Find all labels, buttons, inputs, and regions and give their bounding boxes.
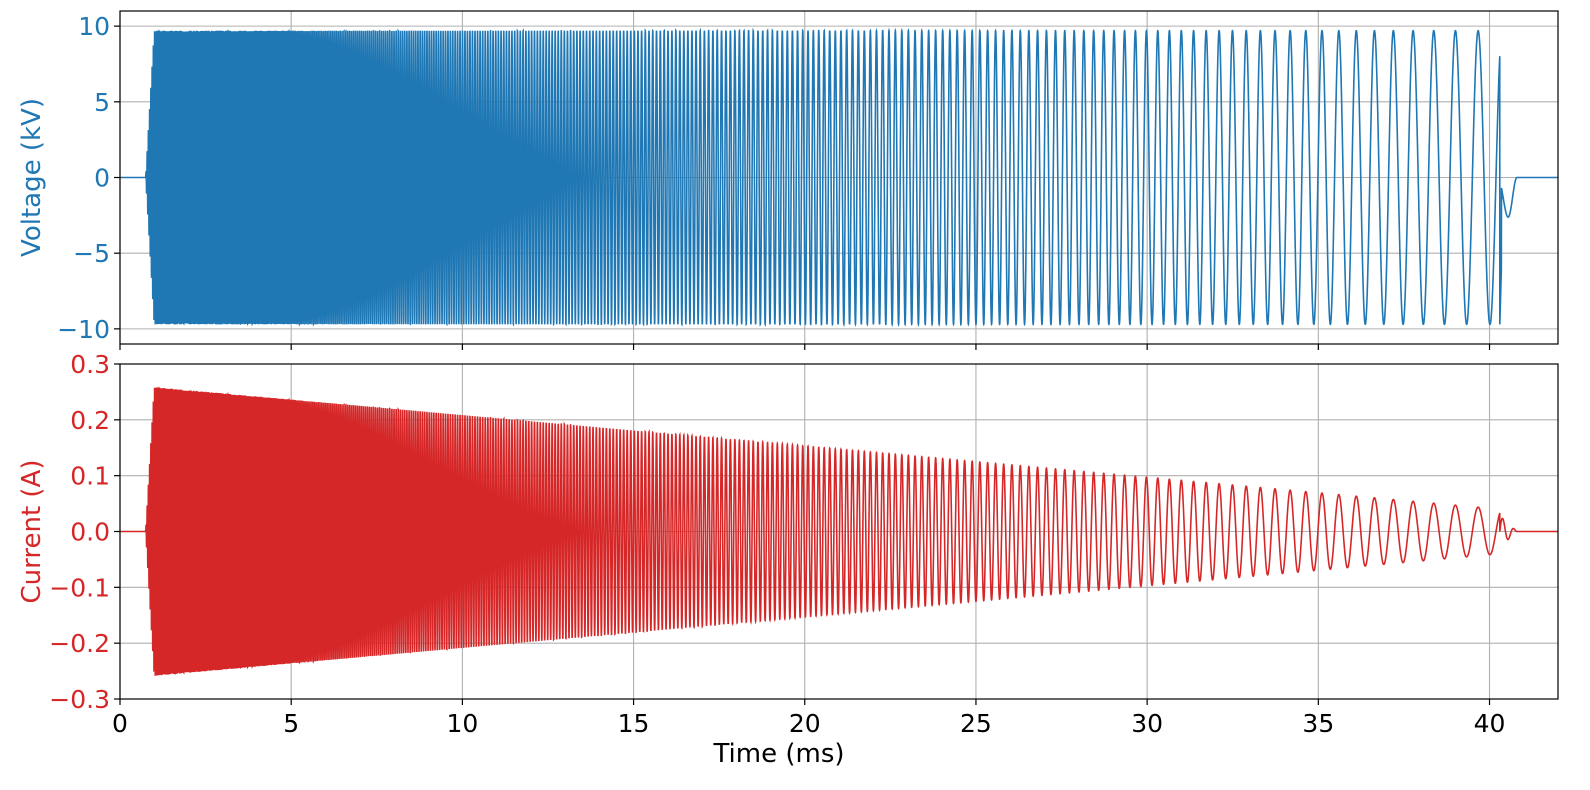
- x-tick-label: 5: [283, 709, 299, 738]
- x-tick-label: 10: [446, 709, 478, 738]
- current-series-line: [120, 386, 1558, 677]
- y-tick-label: 0.0: [70, 518, 110, 547]
- x-tick-label: 15: [618, 709, 650, 738]
- y-tick-label: −0.2: [49, 629, 110, 658]
- y-tick-label: −0.3: [49, 685, 110, 714]
- y-tick-label: 0.1: [70, 462, 110, 491]
- y-tick-label: 0: [94, 164, 110, 193]
- y-tick-label: −5: [73, 239, 110, 268]
- y-tick-label: −10: [57, 315, 110, 344]
- y-axis-label-voltage: Voltage (kV): [17, 98, 47, 257]
- voltage-series-line: [120, 27, 1558, 328]
- y-axis-label-current: Current (A): [17, 460, 47, 604]
- y-tick-label: 10: [78, 12, 110, 41]
- current-panel: 0 5 10 15 20 25 30 35 40 −0.3 −0.2 −0.1 0.0 0.1 0.2 0.3…: [17, 350, 1559, 769]
- x-tick-label: 20: [789, 709, 821, 738]
- y-tick-label: 0.2: [70, 406, 110, 435]
- x-tick-label: 25: [960, 709, 992, 738]
- x-tick-label: 30: [1131, 709, 1163, 738]
- y-tick-label: 0.3: [70, 350, 110, 379]
- voltage-panel: −10 −5 0 5 10 Voltage (kV): [17, 10, 1559, 350]
- y-tick-label: 5: [94, 88, 110, 117]
- x-axis-label: Time (ms): [712, 739, 844, 769]
- x-tick-label: 35: [1302, 709, 1334, 738]
- x-tick-label: 40: [1474, 709, 1506, 738]
- x-tick-label: 0: [112, 709, 128, 738]
- y-tick-label: −0.1: [49, 573, 110, 602]
